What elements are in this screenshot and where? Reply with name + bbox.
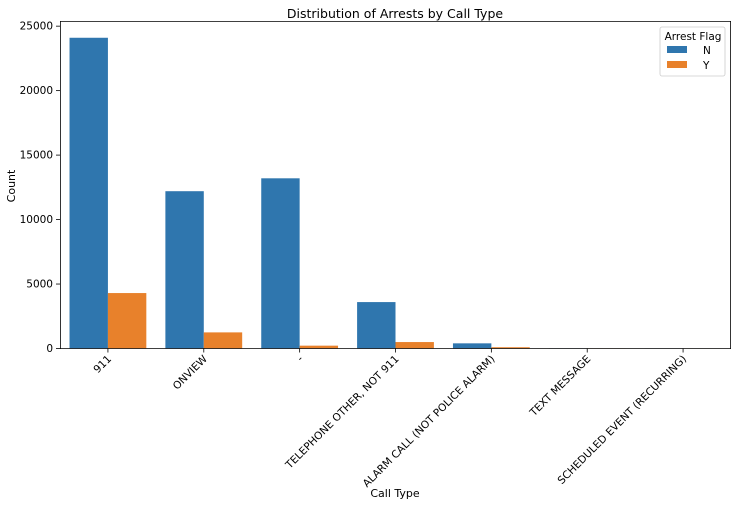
y-axis-label: Count [5,169,18,202]
x-tick-label: TEXT MESSAGE [527,353,593,419]
y-tick-label: 10000 [20,214,53,226]
legend-label-n: N [703,45,711,57]
bar-n-4 [452,343,492,349]
y-tick-label: 5000 [26,279,53,291]
y-tick-label: 15000 [20,150,53,162]
legend: Arrest Flag N Y [659,26,726,77]
legend-label-y: Y [702,60,710,72]
x-tick-label: ONVIEW [171,353,211,393]
bar-y-3 [395,342,434,349]
bar-n-2 [261,178,300,349]
legend-swatch-n [667,46,687,53]
x-tick-label: - [295,353,306,364]
bar-n-3 [357,302,396,349]
bar-y-0 [107,293,147,349]
bar-n-1 [165,191,204,349]
bar-y-2 [299,345,339,349]
y-tick-label: 20000 [20,85,53,97]
x-tick-label: TELEPHONE OTHER, NOT 911 [283,353,402,472]
x-tick-label: 911 [91,353,114,376]
legend-title: Arrest Flag [665,31,722,43]
bar-y-1 [203,332,243,349]
bar-n-0 [69,37,108,349]
bar-y-4 [491,347,530,349]
y-tick-label: 0 [46,343,53,355]
x-axis-label: Call Type [370,487,420,500]
legend-swatch-y [667,61,687,68]
chart-title: Distribution of Arrests by Call Type [287,6,503,21]
y-tick-label: 25000 [20,21,53,33]
